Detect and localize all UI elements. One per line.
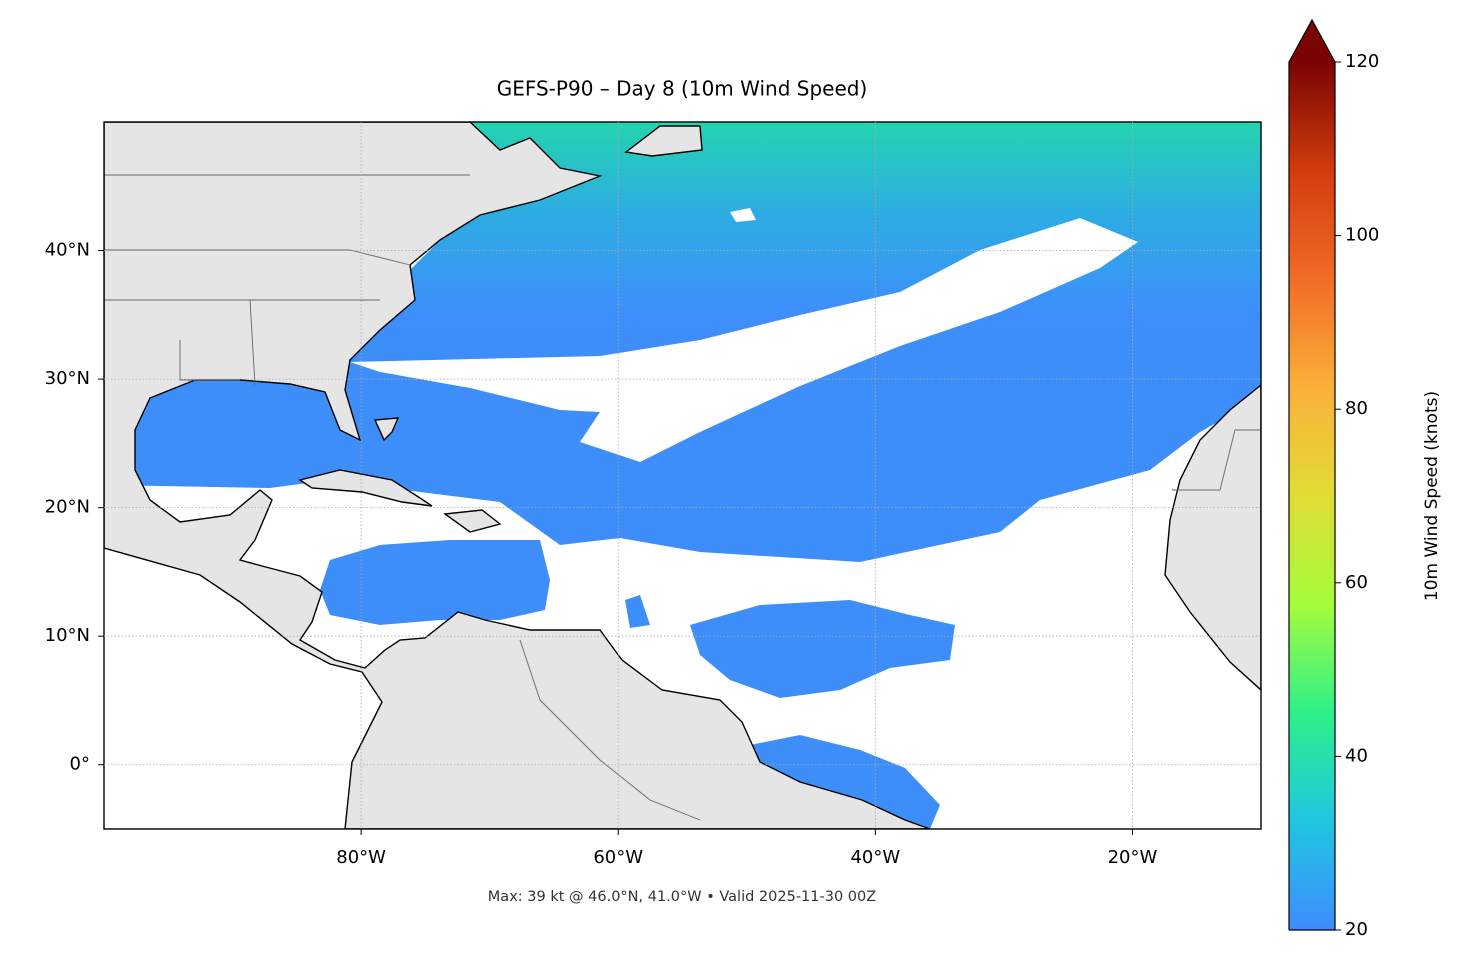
y-tick-label: 40°N [45, 240, 90, 261]
colorbar [1289, 62, 1335, 930]
wind-field [750, 735, 940, 829]
border [1172, 429, 1261, 491]
map-title: GEFS-P90 – Day 8 (10m Wind Speed) [497, 77, 868, 101]
x-tick-label: 60°W [593, 847, 643, 868]
colorbar-tick-label: 100 [1345, 225, 1379, 246]
border [104, 249, 411, 266]
wind-field [320, 540, 550, 625]
y-tick-label: 10°N [45, 625, 90, 646]
x-tick-label: 80°W [336, 847, 386, 868]
colorbar-label: 10m Wind Speed (knots) [1422, 391, 1442, 601]
calm-area [730, 208, 756, 222]
wind-field [690, 600, 955, 698]
land-newfoundland [624, 125, 703, 157]
colorbar-tick-label: 40 [1345, 745, 1368, 766]
colorbar-tick-label: 80 [1345, 398, 1368, 419]
colorbar-extend [1289, 20, 1335, 62]
border [249, 299, 256, 386]
map-area [104, 122, 1261, 829]
axes-frame [103, 121, 1262, 830]
border [179, 340, 240, 381]
y-tick-label: 0° [70, 754, 90, 775]
y-tick-label: 30°N [45, 368, 90, 389]
land-hispaniola [443, 509, 502, 533]
land-cuba [298, 469, 433, 507]
colorbar-tick-label: 20 [1345, 919, 1368, 940]
colorbar-tick-label: 120 [1345, 51, 1379, 72]
colorbar-outline [1288, 18, 1336, 931]
map-footer: Max: 39 kt @ 46.0°N, 41.0°W • Valid 2025… [488, 889, 876, 905]
x-tick-label: 20°W [1108, 847, 1158, 868]
land-africa [1164, 384, 1261, 691]
colorbar-tick-label: 60 [1345, 572, 1368, 593]
land-bahamas [373, 417, 400, 442]
calm-area [350, 218, 1138, 462]
wind-field [625, 595, 650, 628]
land-americas [104, 122, 931, 829]
x-tick-label: 40°W [850, 847, 900, 868]
y-tick-label: 20°N [45, 497, 90, 518]
border [519, 639, 701, 821]
